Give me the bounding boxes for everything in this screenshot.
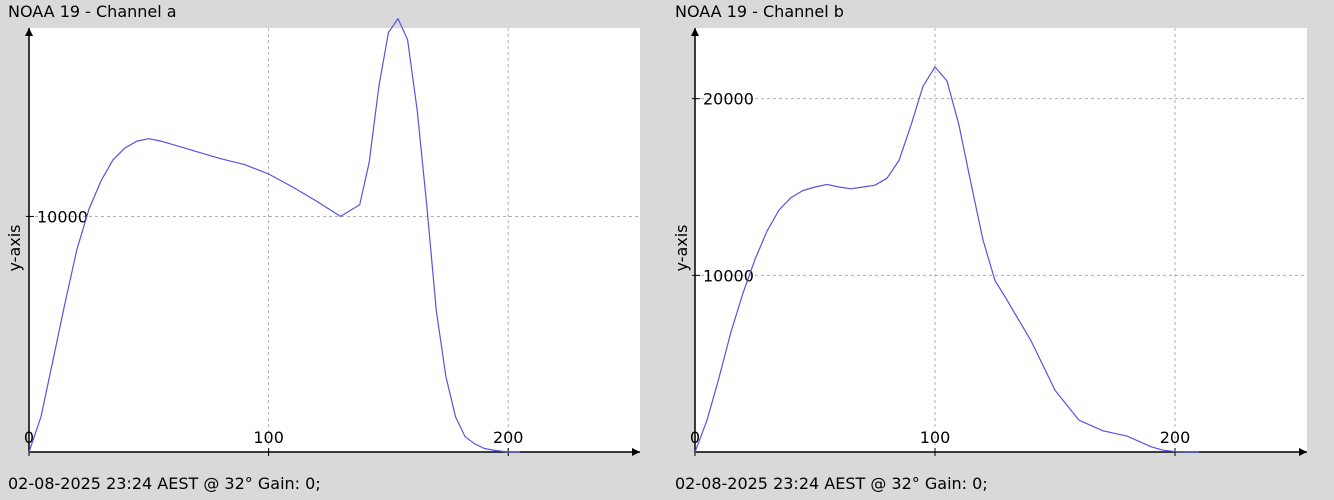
plot-area [29,28,640,452]
x-tick-label: 100 [253,428,284,447]
series-line [28,18,521,453]
x-axis-arrow [632,448,640,456]
series-line [694,66,1200,453]
x-tick-label: 100 [920,428,951,447]
x-tick-label: 200 [493,428,524,447]
x-tick-label: 200 [1160,428,1191,447]
x-axis-arrow [1299,448,1307,456]
chart-panel-b: NOAA 19 - Channel b 0 100 200 10000 20000 y-a… [667,0,1334,500]
y-axis-label: y-axis [5,224,24,271]
plot-area [695,28,1307,452]
x-tick-label: 0 [24,428,34,447]
y-tick-label: 20000 [703,90,754,109]
chart-plot-b: 0 100 200 10000 20000 y-axis [672,28,1307,456]
chart-footer: 02-08-2025 23:24 AEST @ 32° Gain: 0; [8,474,321,493]
chart-title: NOAA 19 - Channel a [8,2,177,21]
y-axis-label: y-axis [672,224,691,271]
y-axis-arrow [25,28,33,36]
y-axis-arrow [691,28,699,36]
y-tick-label: 10000 [37,207,88,226]
chart-plot-a: 0 100 200 10000 y-axis [5,18,640,456]
y-tick-label: 10000 [703,266,754,285]
chart-panel-a: NOAA 19 - Channel a 0 100 200 10000 y-axis 0… [0,0,650,500]
chart-title: NOAA 19 - Channel b [675,2,844,21]
chart-footer: 02-08-2025 23:24 AEST @ 32° Gain: 0; [675,474,988,493]
x-tick-label: 0 [690,428,700,447]
